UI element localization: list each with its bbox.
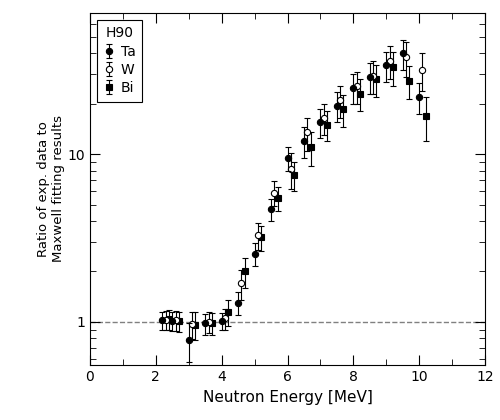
- Legend: Ta, W, Bi: Ta, W, Bi: [97, 20, 142, 102]
- Y-axis label: Ratio of exp. data to
Maxwell fitting results: Ratio of exp. data to Maxwell fitting re…: [36, 116, 64, 262]
- X-axis label: Neutron Energy [MeV]: Neutron Energy [MeV]: [202, 390, 372, 405]
